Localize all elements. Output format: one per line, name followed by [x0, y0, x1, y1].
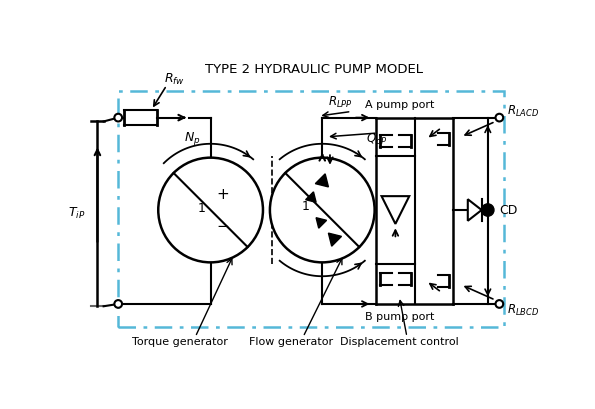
- Circle shape: [481, 204, 494, 216]
- Bar: [118, 91, 504, 327]
- Text: A pump port: A pump port: [365, 100, 434, 110]
- Circle shape: [158, 157, 263, 262]
- Polygon shape: [306, 192, 316, 202]
- Text: $R_{LBCD}$: $R_{LBCD}$: [507, 303, 539, 318]
- Text: $N_p$: $N_p$: [184, 130, 200, 147]
- Text: Torque generator: Torque generator: [132, 337, 228, 347]
- Text: CD: CD: [499, 204, 518, 216]
- Text: 1: 1: [302, 200, 309, 213]
- Circle shape: [114, 114, 122, 121]
- Text: B pump port: B pump port: [365, 312, 434, 321]
- Text: 1: 1: [198, 202, 205, 215]
- Polygon shape: [316, 218, 327, 228]
- Circle shape: [496, 300, 503, 308]
- Text: $Q_{oP}$: $Q_{oP}$: [365, 131, 387, 146]
- Polygon shape: [315, 174, 328, 187]
- Polygon shape: [328, 233, 342, 246]
- Text: $R_{LPP}$: $R_{LPP}$: [328, 95, 353, 110]
- Circle shape: [496, 114, 503, 121]
- Polygon shape: [381, 196, 409, 224]
- Text: −: −: [217, 220, 229, 234]
- Circle shape: [114, 300, 122, 308]
- Circle shape: [270, 157, 375, 262]
- Text: $R_{fw}$: $R_{fw}$: [164, 72, 186, 87]
- Polygon shape: [468, 199, 482, 221]
- Text: $T_{iP}$: $T_{iP}$: [68, 206, 85, 221]
- Text: Displacement control: Displacement control: [340, 337, 459, 347]
- Text: $R_{LACD}$: $R_{LACD}$: [507, 104, 539, 119]
- Text: Flow generator: Flow generator: [249, 337, 334, 347]
- Text: TYPE 2 HYDRAULIC PUMP MODEL: TYPE 2 HYDRAULIC PUMP MODEL: [205, 63, 423, 76]
- Text: +: +: [217, 187, 229, 202]
